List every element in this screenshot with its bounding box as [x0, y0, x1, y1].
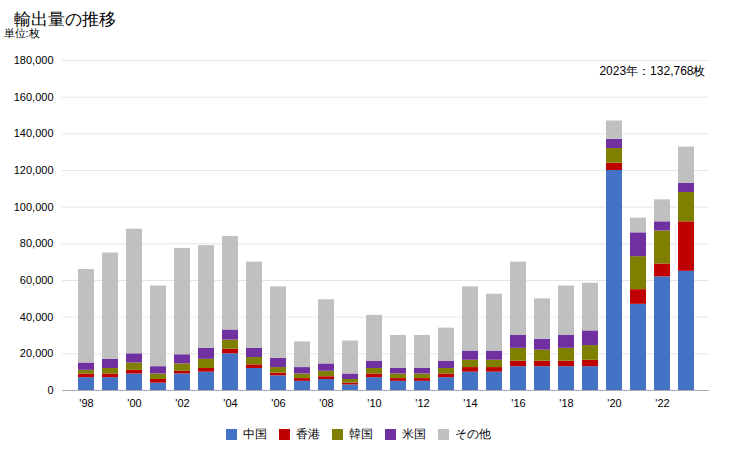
html-text:米国: 米国 — [402, 427, 426, 441]
svg-text:'08: '08 — [319, 397, 333, 409]
svg-text:'20: '20 — [607, 397, 621, 409]
html-text:韓国: 韓国 — [349, 427, 373, 441]
html-text:その他: その他 — [455, 427, 491, 441]
svg-text:'04: '04 — [223, 397, 237, 409]
svg-text:'12: '12 — [415, 397, 429, 409]
svg-text:'98: '98 — [79, 397, 93, 409]
svg-text:'16: '16 — [511, 397, 525, 409]
svg-text:140,000: 140,000 — [14, 127, 54, 139]
svg-text:80,000: 80,000 — [20, 237, 54, 249]
svg-text:180,000: 180,000 — [14, 54, 54, 66]
html-text:輸出量の推移: 輸出量の推移 — [14, 10, 116, 29]
svg-text:100,000: 100,000 — [14, 201, 54, 213]
svg-text:単位:枚: 単位:枚 — [4, 27, 40, 39]
html-text:中国: 中国 — [243, 427, 267, 441]
svg-text:60,000: 60,000 — [20, 274, 54, 286]
svg-text:2023年：132,768枚: 2023年：132,768枚 — [599, 64, 705, 78]
svg-text:120,000: 120,000 — [14, 164, 54, 176]
html-text:香港: 香港 — [296, 427, 320, 441]
svg-text:'14: '14 — [463, 397, 477, 409]
svg-text:160,000: 160,000 — [14, 91, 54, 103]
svg-text:'02: '02 — [175, 397, 189, 409]
svg-text:20,000: 20,000 — [20, 347, 54, 359]
svg-text:'22: '22 — [655, 397, 669, 409]
svg-text:'18: '18 — [559, 397, 573, 409]
svg-text:'06: '06 — [271, 397, 285, 409]
svg-text:'10: '10 — [367, 397, 381, 409]
svg-text:0: 0 — [47, 384, 53, 396]
svg-text:'00: '00 — [127, 397, 141, 409]
svg-text:40,000: 40,000 — [20, 311, 54, 323]
